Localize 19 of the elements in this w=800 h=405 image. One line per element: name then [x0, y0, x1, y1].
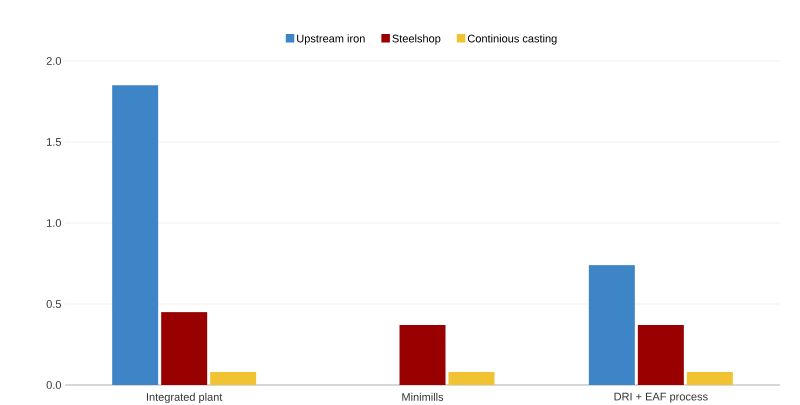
bar	[400, 325, 446, 385]
x-tick-label: Integrated plant	[146, 392, 222, 404]
bar	[638, 325, 684, 385]
bar	[112, 85, 158, 385]
legend-label: Steelshop	[392, 34, 440, 45]
y-tick-label: 1.0	[47, 219, 62, 227]
bar	[161, 312, 208, 385]
y-tick-label: 1.5	[47, 138, 61, 146]
bar	[588, 265, 635, 385]
legend-label: Continious casting	[468, 34, 557, 45]
bar	[210, 372, 256, 385]
x-tick-label: Minimills	[402, 392, 444, 401]
x-tick-label: DRI + EAF process	[614, 392, 708, 403]
y-tick-label: 0.5	[46, 300, 61, 308]
y-tick-label: 0.0	[46, 381, 62, 389]
legend-label: Upstream iron	[297, 34, 365, 45]
y-tick-label: 2.0	[46, 57, 62, 65]
bar	[448, 372, 495, 385]
bar	[686, 372, 733, 385]
